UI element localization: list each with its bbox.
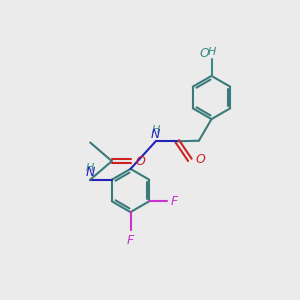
Text: N: N <box>85 166 95 179</box>
Text: H: H <box>207 47 216 57</box>
Text: H: H <box>86 163 94 173</box>
Text: H: H <box>152 125 160 135</box>
Text: F: F <box>127 234 134 247</box>
Text: O: O <box>195 153 205 167</box>
Text: O: O <box>200 47 210 60</box>
Text: N: N <box>151 128 160 141</box>
Text: O: O <box>136 154 146 168</box>
Text: F: F <box>170 195 178 208</box>
